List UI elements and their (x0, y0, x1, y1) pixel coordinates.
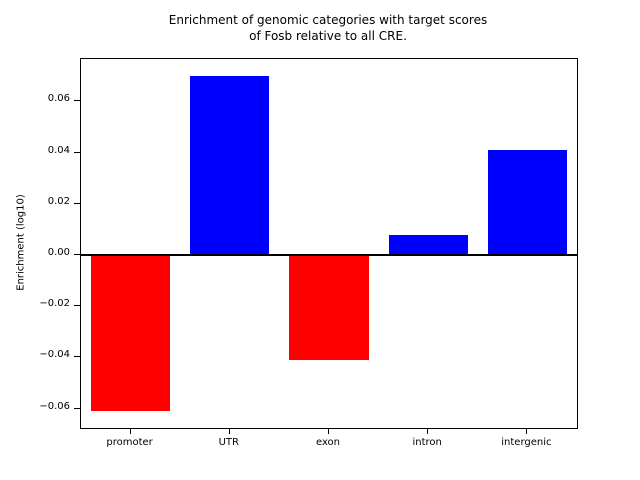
chart-title-line-2: of Fosb relative to all CRE. (249, 28, 407, 43)
y-tick-label: −0.04 (39, 349, 70, 361)
y-axis-label: Enrichment (log10) (15, 194, 27, 291)
y-tick-label: 0.06 (47, 93, 70, 105)
y-tick-label: −0.06 (39, 400, 70, 412)
x-tick-mark (328, 428, 329, 434)
x-tick-label-exon: exon (315, 437, 341, 448)
chart-title: Enrichment of genomic categories with ta… (80, 13, 576, 44)
bar-exon (289, 255, 369, 360)
bar-intron (388, 234, 468, 255)
x-tick-mark (526, 428, 528, 434)
bar-promoter (90, 255, 171, 412)
y-tick-label: 0.02 (47, 195, 70, 207)
y-tick-mark (74, 254, 80, 255)
y-tick-mark (74, 356, 80, 358)
y-tick-mark (74, 305, 80, 307)
chart-title-line-1: Enrichment of genomic categories with ta… (168, 13, 488, 27)
y-tick-mark (74, 100, 80, 102)
zero-baseline (81, 254, 577, 256)
y-tick-label: 0.00 (47, 247, 70, 258)
bar-intergenic (487, 150, 568, 255)
x-tick-label-UTR: UTR (218, 437, 239, 448)
bar-UTR (190, 75, 270, 255)
y-tick-label: 0.04 (47, 144, 70, 156)
x-tick-label-promoter: promoter (106, 437, 153, 448)
x-tick-mark (427, 428, 429, 434)
x-tick-label-intron: intron (412, 437, 442, 448)
y-tick-mark (74, 202, 80, 204)
y-tick-mark (74, 407, 80, 409)
x-tick-mark (228, 428, 230, 434)
x-tick-label-intergenic: intergenic (501, 437, 552, 448)
plot-area (80, 58, 578, 429)
x-tick-mark (129, 428, 131, 434)
y-tick-mark (74, 151, 80, 153)
y-tick-label: −0.02 (39, 298, 70, 310)
